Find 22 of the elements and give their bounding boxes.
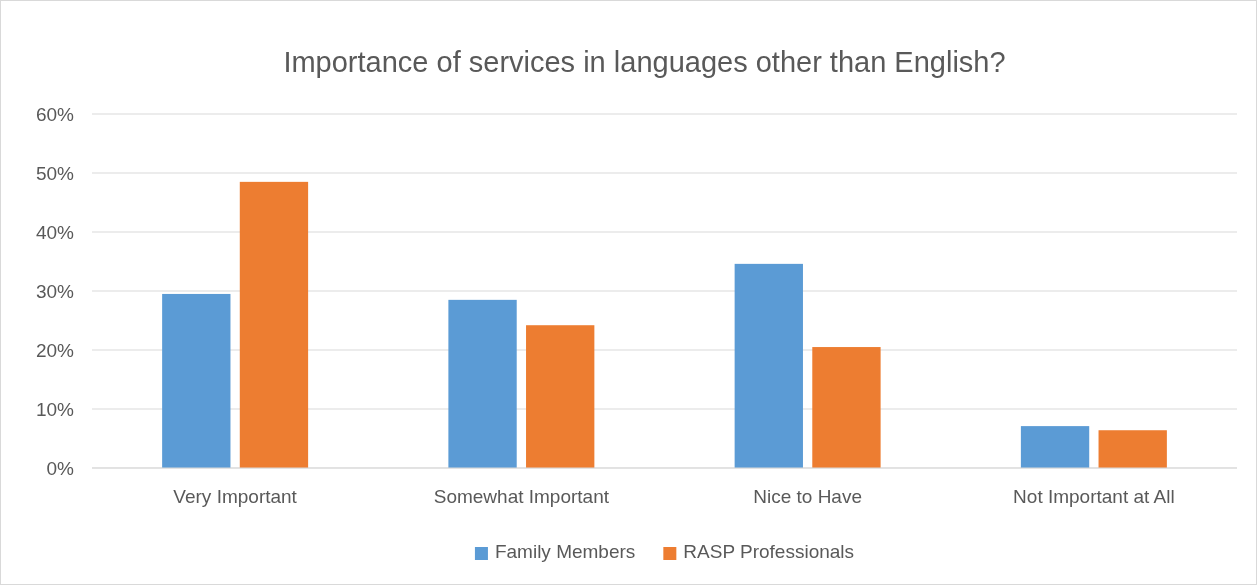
x-tick-label: Not Important at All bbox=[1013, 486, 1175, 508]
y-tick-label: 40% bbox=[35, 221, 75, 243]
bar bbox=[162, 293, 231, 468]
bar bbox=[812, 347, 881, 468]
bar bbox=[1020, 426, 1090, 468]
legend-label: RASP Professionals bbox=[683, 541, 855, 562]
x-tick-label: Somewhat Important bbox=[433, 486, 610, 508]
bar bbox=[526, 325, 595, 468]
bar bbox=[239, 181, 309, 468]
legend-label: Family Members bbox=[494, 541, 636, 562]
bar bbox=[1098, 430, 1167, 468]
y-tick-label: 50% bbox=[35, 162, 75, 184]
bar bbox=[448, 299, 517, 468]
bar bbox=[734, 263, 803, 468]
x-tick-label: Nice to Have bbox=[753, 486, 863, 508]
y-tick-label: 20% bbox=[35, 339, 75, 361]
y-tick-label: 10% bbox=[35, 398, 75, 420]
chart-title: Importance of services in languages other than English? bbox=[283, 46, 1006, 78]
y-tick-label: 0% bbox=[46, 457, 75, 479]
y-tick-label: 30% bbox=[35, 280, 75, 302]
y-tick-label: 60% bbox=[35, 103, 75, 125]
x-tick-label: Very Important bbox=[173, 486, 298, 508]
